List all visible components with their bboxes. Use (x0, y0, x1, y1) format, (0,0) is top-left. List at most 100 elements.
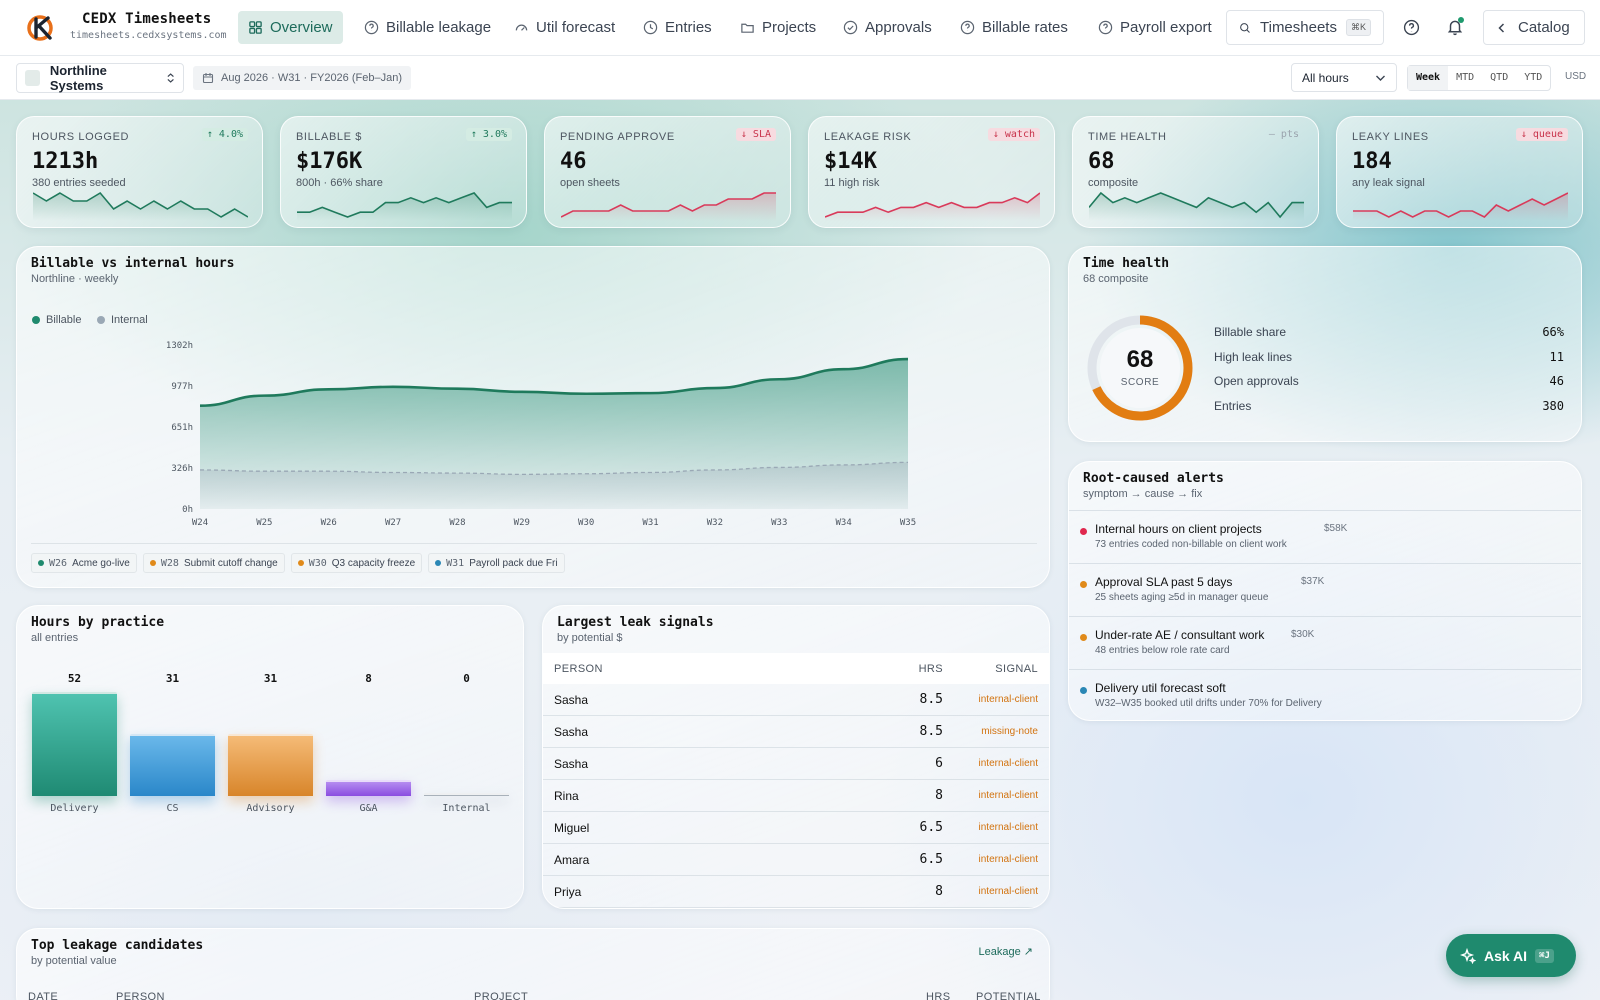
x-tick-label: W31 (642, 518, 658, 528)
ask-ai-button[interactable]: Ask AI ⌘J (1446, 934, 1576, 977)
milestone-chip[interactable]: W28 Submit cutoff change (142, 553, 285, 573)
nav-entries[interactable]: Entries (633, 11, 722, 44)
chevron-updown-icon (167, 73, 174, 83)
cell-hrs: 6 (935, 756, 943, 771)
range-ytd[interactable]: YTD (1524, 72, 1543, 83)
x-tick-label: W27 (385, 518, 401, 528)
metric-label: Billable share (1214, 325, 1287, 339)
alert-title: Under-rate AE / consultant work (1095, 628, 1265, 642)
help-button[interactable] (1400, 16, 1422, 38)
alert-item[interactable]: Delivery util forecast soft W32–W35 booke… (1069, 669, 1581, 722)
kpi-subtext: 11 high risk (824, 177, 880, 189)
notifications-button[interactable] (1444, 16, 1466, 38)
practice-bar[interactable] (228, 734, 313, 796)
x-tick-label: W25 (256, 518, 272, 528)
practice-bar[interactable] (130, 734, 215, 796)
y-tick-label: 977h (171, 382, 193, 392)
metric-value: 46 (1549, 374, 1564, 388)
range-qtd[interactable]: QTD (1490, 72, 1509, 83)
kpi-card[interactable]: PENDING APPROVE 46 open sheets ↓ SLA (544, 116, 791, 228)
legend-billable[interactable]: Billable (32, 314, 81, 326)
practice-bar[interactable] (326, 780, 411, 796)
bar-value-label: 52 (67, 672, 82, 685)
y-tick-label: 326h (171, 464, 193, 474)
milestone-chip[interactable]: W30 Q3 capacity freeze (290, 553, 423, 573)
table-row[interactable]: Amara 6.5 internal-client (543, 844, 1049, 876)
range-mtd[interactable]: MTD (1456, 72, 1475, 83)
sparkline-line (33, 191, 248, 218)
org-selector[interactable]: Northline Systems (16, 63, 184, 93)
kpi-card[interactable]: LEAKY LINES 184 any leak signal ↓ queue (1336, 116, 1583, 228)
alert-severity-dot (1080, 581, 1087, 588)
nav-billable-rates[interactable]: Billable rates (950, 11, 1078, 44)
milestone-label: Acme go-live (72, 557, 130, 569)
leakage-link[interactable]: Leakage ↗ (978, 946, 1033, 958)
health-metric-row: Billable share 66% (1214, 325, 1564, 339)
currency-label: USD (1565, 71, 1587, 82)
nav-projects[interactable]: Projects (730, 11, 826, 44)
health-metric-row: Entries 380 (1214, 399, 1564, 413)
nav-payroll-export[interactable]: Payroll export (1088, 11, 1222, 44)
table-row[interactable]: Sasha 6 internal-client (543, 748, 1049, 780)
milestone-chip[interactable]: W31 Payroll pack due Fri (428, 553, 565, 573)
kpi-trend-badge: ↑ 3.0% (465, 128, 512, 141)
help-circle-icon (960, 20, 975, 35)
kpi-subtext: open sheets (560, 177, 620, 189)
kpi-subtext: 800h · 66% share (296, 177, 383, 189)
period-selector[interactable]: Aug 2026 · W31 · FY2026 (Feb–Jan) (193, 66, 411, 90)
x-tick-label: W35 (900, 518, 916, 528)
kpi-value: 1213h (32, 149, 99, 174)
check-circle-icon (843, 20, 858, 35)
milestone-chip[interactable]: W26 Acme go-live (31, 553, 137, 573)
table-row[interactable]: Sasha 8.5 internal-client (543, 684, 1049, 716)
kpi-card[interactable]: HOURS LOGGED 1213h 380 entries seeded ↑ 4.0… (16, 116, 263, 228)
x-tick-label: W32 (707, 518, 723, 528)
metric-value: 11 (1549, 349, 1564, 364)
milestone-chips: W26 Acme go-live W28 Submit cutoff change W3… (31, 553, 565, 573)
largest-leak-signals-card: Largest leak signals by potential $ PERS… (542, 605, 1050, 909)
gauge-fill (1087, 315, 1193, 421)
cell-signal: internal-client (978, 854, 1038, 865)
nav-billable-leakage[interactable]: Billable leakage (354, 11, 501, 44)
grid-icon (249, 21, 262, 34)
hours-filter-select[interactable]: All hours (1291, 63, 1397, 92)
nav-label: Entries (665, 19, 712, 36)
range-week[interactable]: Week (1408, 66, 1449, 90)
top-leakage-candidates-card: Top leakage candidates by potential valu… (16, 928, 1050, 1000)
health-metric-row: High leak lines 11 (1214, 350, 1564, 364)
table-row[interactable]: Miguel 6.5 internal-client (543, 812, 1049, 844)
sparkline-area (825, 193, 1040, 221)
alert-item[interactable]: Approval SLA past 5 days $37K 25 sheets ag… (1069, 563, 1581, 616)
nav-overview[interactable]: Overview (238, 11, 343, 44)
alert-detail: 73 entries coded non-billable on client … (1095, 539, 1287, 550)
alert-severity-dot (1080, 634, 1087, 641)
nav-util-forecast[interactable]: Util forecast (504, 11, 625, 44)
divider (31, 543, 1037, 544)
cell-signal: missing-note (981, 726, 1038, 737)
table-row[interactable]: Sasha 8.5 missing-note (543, 716, 1049, 748)
alert-item[interactable]: Internal hours on client projects $58K 73 … (1069, 510, 1581, 563)
legend-internal[interactable]: Internal (97, 314, 148, 326)
sparkline-line (297, 192, 512, 218)
cell-person: Priya (554, 884, 582, 899)
x-tick-label: W33 (771, 518, 787, 528)
nav-approvals[interactable]: Approvals (833, 11, 942, 44)
kpi-card[interactable]: BILLABLE $ $176K 800h · 66% share ↑ 3.0% (280, 116, 527, 228)
kpi-card[interactable]: TIME HEALTH 68 composite — pts (1072, 116, 1319, 228)
kpi-subtext: 380 entries seeded (32, 177, 126, 189)
milestone-label: Payroll pack due Fri (469, 557, 558, 569)
card-title: Root-caused alerts (1083, 471, 1224, 486)
cell-hrs: 8.5 (919, 724, 943, 739)
sparkle-icon (1460, 947, 1476, 964)
table-row[interactable]: Rina 8 internal-client (543, 780, 1049, 812)
catalog-button[interactable]: Catalog (1483, 10, 1585, 45)
practice-bar[interactable] (32, 692, 117, 796)
alert-title: Delivery util forecast soft (1095, 681, 1226, 695)
alert-item[interactable]: Under-rate AE / consultant work $30K 48 en… (1069, 616, 1581, 669)
kpi-card[interactable]: LEAKAGE RISK $14K 11 high risk ↓ watch (808, 116, 1055, 228)
practice-bar[interactable] (424, 793, 509, 796)
table-row[interactable]: Priya 8 internal-client (543, 876, 1049, 908)
card-title: Largest leak signals (557, 615, 714, 630)
search-button[interactable]: Timesheets ⌘K (1226, 10, 1384, 45)
nav-label: Billable rates (982, 19, 1068, 36)
